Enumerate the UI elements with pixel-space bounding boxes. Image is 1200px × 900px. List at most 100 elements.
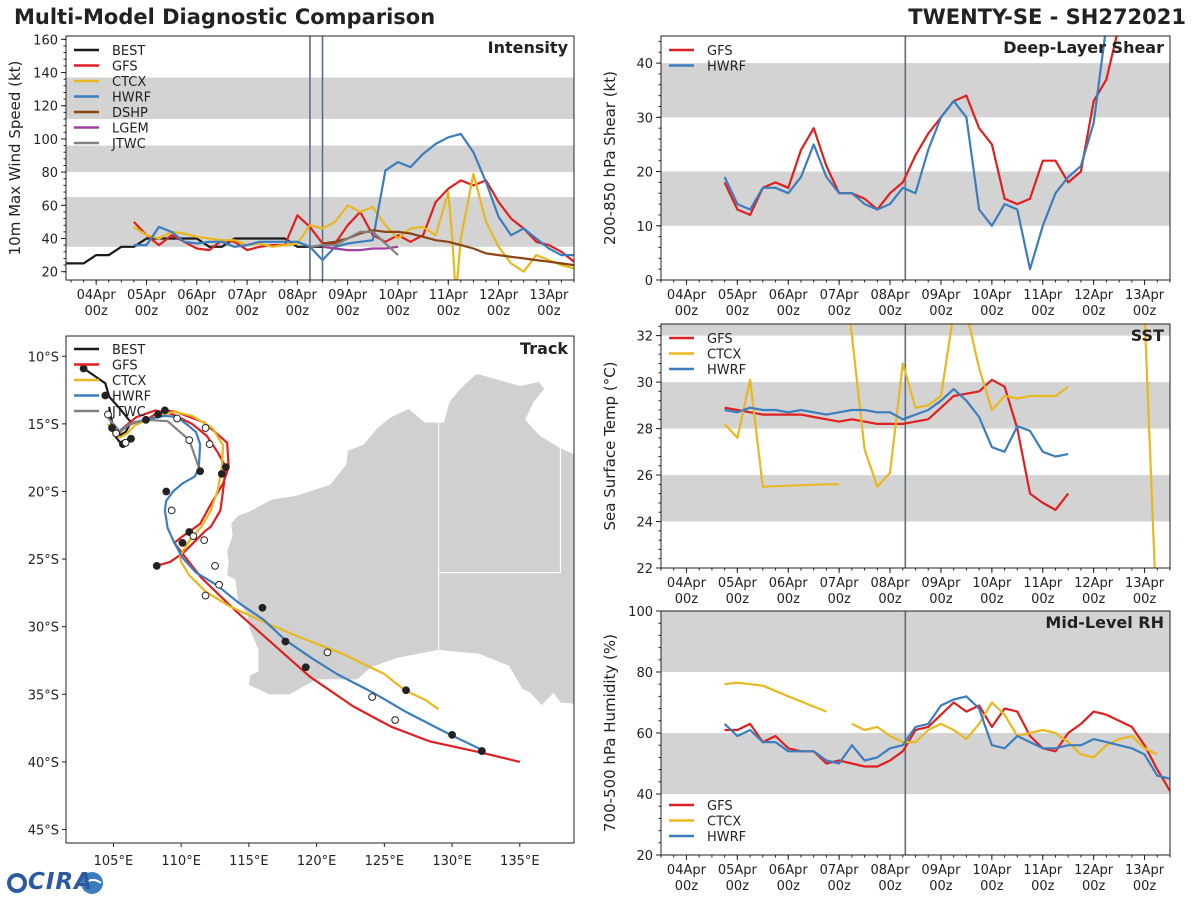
x-tick-label: 00z bbox=[777, 304, 801, 319]
series-line-hwrf bbox=[723, 695, 1170, 780]
y-tick-label: 100 bbox=[33, 133, 58, 148]
series-line-ctcx bbox=[723, 378, 840, 488]
y-tick-label: 60 bbox=[636, 727, 653, 742]
legend-label-best: BEST bbox=[112, 343, 145, 358]
x-tick-label: 09Apr bbox=[921, 576, 961, 591]
x-tick-label: 07Apr bbox=[820, 576, 860, 591]
x-tick-label: 00z bbox=[675, 304, 699, 319]
track-position-marker bbox=[205, 440, 214, 449]
x-tick-label: 08Apr bbox=[278, 288, 318, 303]
x-tick-label: 10Apr bbox=[972, 576, 1012, 591]
track-position-marker bbox=[211, 561, 219, 570]
series-line-best bbox=[66, 237, 323, 265]
y-tick-label: 10°S bbox=[28, 350, 59, 365]
y-tick-label: 26 bbox=[636, 469, 653, 484]
x-tick-label: 05Apr bbox=[718, 863, 758, 878]
series-line-gfs bbox=[723, 36, 1118, 216]
track-position-marker bbox=[258, 603, 267, 612]
y-tick-label: 160 bbox=[33, 33, 58, 48]
series-line-hwrf bbox=[723, 36, 1107, 271]
track-position-marker bbox=[162, 487, 171, 496]
x-tick-label: 00z bbox=[929, 879, 953, 894]
y-tick-label: 20°S bbox=[28, 485, 59, 500]
track-position-marker bbox=[323, 648, 332, 657]
x-tick-label: 115°E bbox=[229, 854, 269, 869]
x-tick-label: 08Apr bbox=[871, 288, 911, 303]
x-tick-label: 120°E bbox=[297, 854, 337, 869]
y-tick-label: 20 bbox=[41, 266, 58, 281]
series-line-gfs bbox=[133, 179, 574, 263]
track-position-marker bbox=[152, 561, 161, 570]
track-position-marker bbox=[391, 716, 400, 724]
x-tick-label: 110°E bbox=[161, 854, 201, 869]
y-tick-label: 24 bbox=[636, 516, 653, 531]
x-tick-label: 00z bbox=[777, 592, 801, 607]
track-position-marker bbox=[173, 414, 181, 423]
track-position-marker bbox=[201, 424, 210, 432]
x-tick-label: 00z bbox=[726, 592, 750, 607]
panel-title: Mid-Level RH bbox=[1045, 613, 1164, 632]
panel-title: Deep-Layer Shear bbox=[1003, 38, 1164, 57]
track-position-marker bbox=[185, 436, 194, 445]
series-line-hwrf bbox=[724, 388, 1069, 458]
x-tick-label: 00z bbox=[1031, 879, 1055, 894]
shaded-band bbox=[661, 611, 1170, 672]
y-tick-label: 35°S bbox=[28, 688, 59, 703]
y-tick-label: 80 bbox=[636, 666, 653, 681]
shaded-band bbox=[661, 475, 1170, 522]
x-tick-label: 12Apr bbox=[1074, 288, 1114, 303]
x-tick-label: 00z bbox=[185, 304, 209, 319]
track-position-marker bbox=[142, 415, 150, 424]
x-tick-label: 13Apr bbox=[529, 288, 569, 303]
x-tick-label: 00z bbox=[1133, 304, 1157, 319]
x-tick-label: 04Apr bbox=[667, 576, 707, 591]
legend-label-ctcx: CTCX bbox=[707, 348, 741, 363]
x-tick-label: 00z bbox=[235, 304, 259, 319]
x-tick-label: 00z bbox=[487, 304, 511, 319]
x-tick-label: 00z bbox=[336, 304, 360, 319]
y-tick-label: 40 bbox=[41, 233, 58, 248]
legend-label-jtwc: JTWC bbox=[111, 137, 146, 152]
y-tick-label: 0 bbox=[645, 274, 653, 289]
x-tick-label: 00z bbox=[929, 304, 953, 319]
x-tick-label: 00z bbox=[878, 879, 902, 894]
track-position-marker bbox=[200, 536, 209, 545]
y-tick-label: 40 bbox=[636, 788, 653, 803]
series-line-ctcx bbox=[1143, 324, 1156, 568]
series-line-jtwc bbox=[309, 230, 399, 256]
track-position-marker bbox=[121, 438, 130, 447]
x-tick-label: 00z bbox=[675, 592, 699, 607]
series-line-ctcx bbox=[133, 172, 574, 280]
x-tick-label: 00z bbox=[980, 592, 1004, 607]
x-tick-label: 00z bbox=[1082, 879, 1106, 894]
track-position-marker bbox=[281, 637, 290, 646]
x-tick-label: 00z bbox=[827, 304, 851, 319]
panel-sst: 22242628303204Apr00z05Apr00z06Apr00z07Ap… bbox=[601, 323, 1171, 607]
y-tick-label: 15°S bbox=[28, 418, 59, 433]
track-position-marker bbox=[104, 410, 112, 419]
x-tick-label: 06Apr bbox=[769, 576, 809, 591]
x-tick-label: 07Apr bbox=[820, 863, 860, 878]
x-tick-label: 05Apr bbox=[718, 576, 758, 591]
y-tick-label: 60 bbox=[41, 199, 58, 214]
cira-logo-icon bbox=[7, 872, 103, 894]
x-tick-label: 12Apr bbox=[479, 288, 519, 303]
x-tick-label: 00z bbox=[1031, 592, 1055, 607]
x-tick-label: 00z bbox=[827, 879, 851, 894]
x-tick-label: 135°E bbox=[500, 854, 540, 869]
x-tick-label: 07Apr bbox=[228, 288, 268, 303]
y-tick-label: 45°S bbox=[28, 823, 59, 838]
track-position-marker bbox=[196, 467, 205, 476]
series-line-ctcx bbox=[849, 324, 1069, 488]
x-tick-label: 06Apr bbox=[769, 288, 809, 303]
legend-label-gfs: GFS bbox=[707, 799, 733, 814]
shaded-band bbox=[66, 77, 574, 119]
track-position-marker bbox=[127, 434, 135, 443]
x-tick-label: 00z bbox=[980, 879, 1004, 894]
x-tick-label: 00z bbox=[135, 304, 159, 319]
y-axis-label: 200-850 hPa Shear (kt) bbox=[601, 71, 619, 245]
legend-label-hwrf: HWRF bbox=[707, 60, 746, 75]
track-position-marker bbox=[217, 470, 226, 478]
panel-title: Intensity bbox=[488, 38, 569, 57]
x-tick-label: 06Apr bbox=[769, 863, 809, 878]
